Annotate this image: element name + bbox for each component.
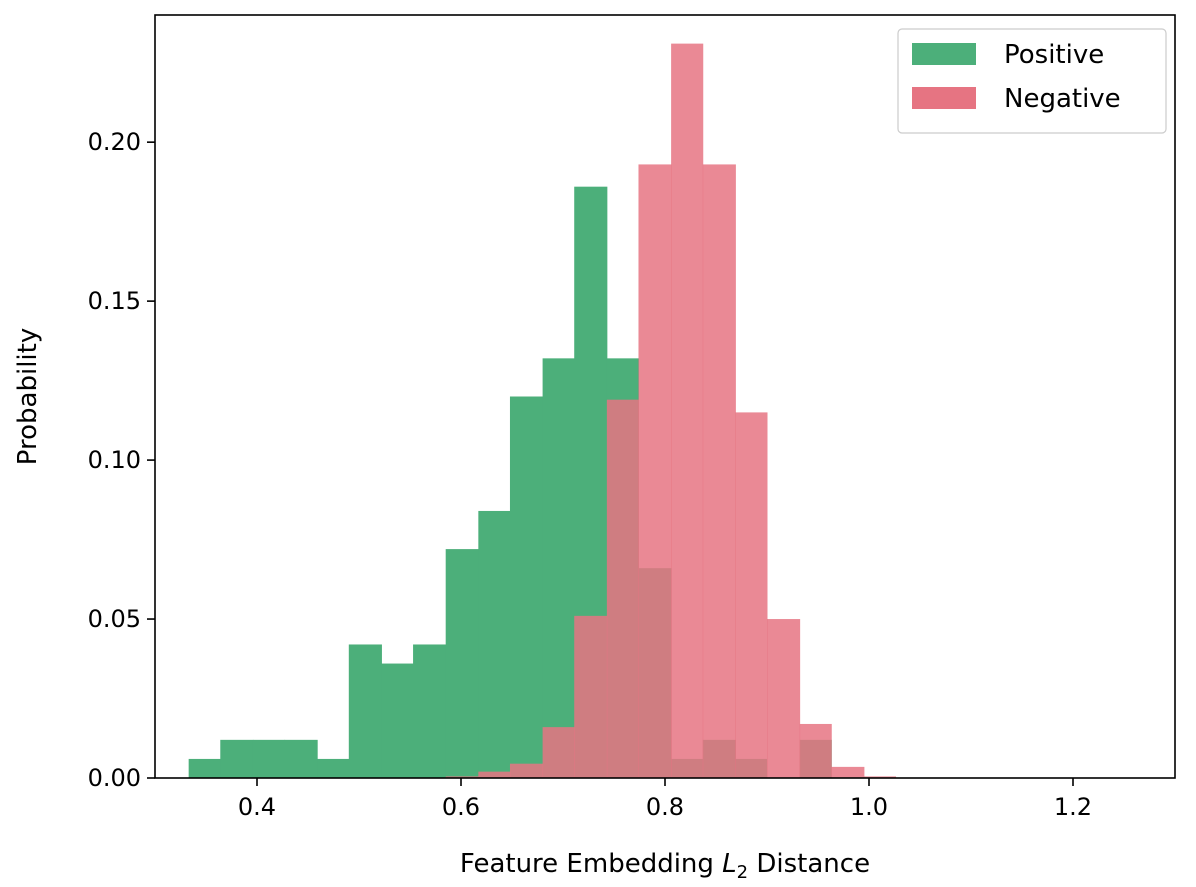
legend-swatch-negative xyxy=(912,87,976,109)
negative-bar-11 xyxy=(799,723,832,778)
positive-bar-3 xyxy=(284,739,318,778)
positive-bar-8 xyxy=(445,549,479,778)
negative-bar-7 xyxy=(671,43,704,779)
y-tick-label: 0.05 xyxy=(88,605,141,633)
positive-bar-5 xyxy=(348,644,382,778)
x-tick-label: 0.6 xyxy=(442,793,480,821)
negative-bar-10 xyxy=(767,619,801,778)
negative-bar-2 xyxy=(509,763,544,778)
negative-bar-9 xyxy=(735,412,768,778)
legend-swatch-positive xyxy=(912,43,976,65)
y-tick-label: 0.20 xyxy=(88,128,141,156)
legend-label-positive: Positive xyxy=(1004,40,1104,70)
x-tick-label: 0.8 xyxy=(646,793,684,821)
x-axis-label-prefix: Feature Embedding xyxy=(460,849,722,879)
y-tick-label: 0.10 xyxy=(88,446,141,474)
legend: Positive Negative xyxy=(897,28,1167,134)
legend-label-negative: Negative xyxy=(1004,84,1121,114)
positive-bar-9 xyxy=(478,510,511,778)
positive-bar-10 xyxy=(509,396,544,778)
negative-bar-12 xyxy=(831,766,865,778)
y-tick-label: 0.15 xyxy=(88,287,141,315)
negative-bar-1 xyxy=(478,771,511,778)
negative-bar-6 xyxy=(638,164,672,778)
positive-bar-7 xyxy=(413,644,447,778)
negative-bar-3 xyxy=(542,727,575,778)
x-axis-label: Feature Embedding L2 Distance xyxy=(460,849,870,883)
x-axis-label-subscript: 2 xyxy=(737,862,748,883)
positive-bar-6 xyxy=(381,663,414,778)
x-tick-label: 1.2 xyxy=(1054,793,1092,821)
positive-bar-0 xyxy=(188,758,221,778)
negative-bar-4 xyxy=(574,615,608,778)
positive-bar-2 xyxy=(252,739,286,778)
x-axis-ticks: 0.4 0.6 0.8 1.0 1.2 xyxy=(238,778,1092,821)
positive-bar-4 xyxy=(317,758,350,778)
y-axis-label: Probability xyxy=(13,328,43,465)
x-tick-label: 1.0 xyxy=(850,793,888,821)
x-axis-label-variable: L xyxy=(722,849,737,879)
x-axis-label-suffix: Distance xyxy=(748,849,870,879)
positive-bar-1 xyxy=(220,739,254,778)
negative-series-bars xyxy=(445,43,897,779)
negative-bar-8 xyxy=(702,164,736,778)
y-axis-ticks: 0.00 0.05 0.10 0.15 0.20 xyxy=(88,128,155,792)
positive-bar-11 xyxy=(542,358,575,778)
y-tick-label: 0.00 xyxy=(88,764,141,792)
x-tick-label: 0.4 xyxy=(238,793,276,821)
negative-bar-5 xyxy=(606,399,639,778)
